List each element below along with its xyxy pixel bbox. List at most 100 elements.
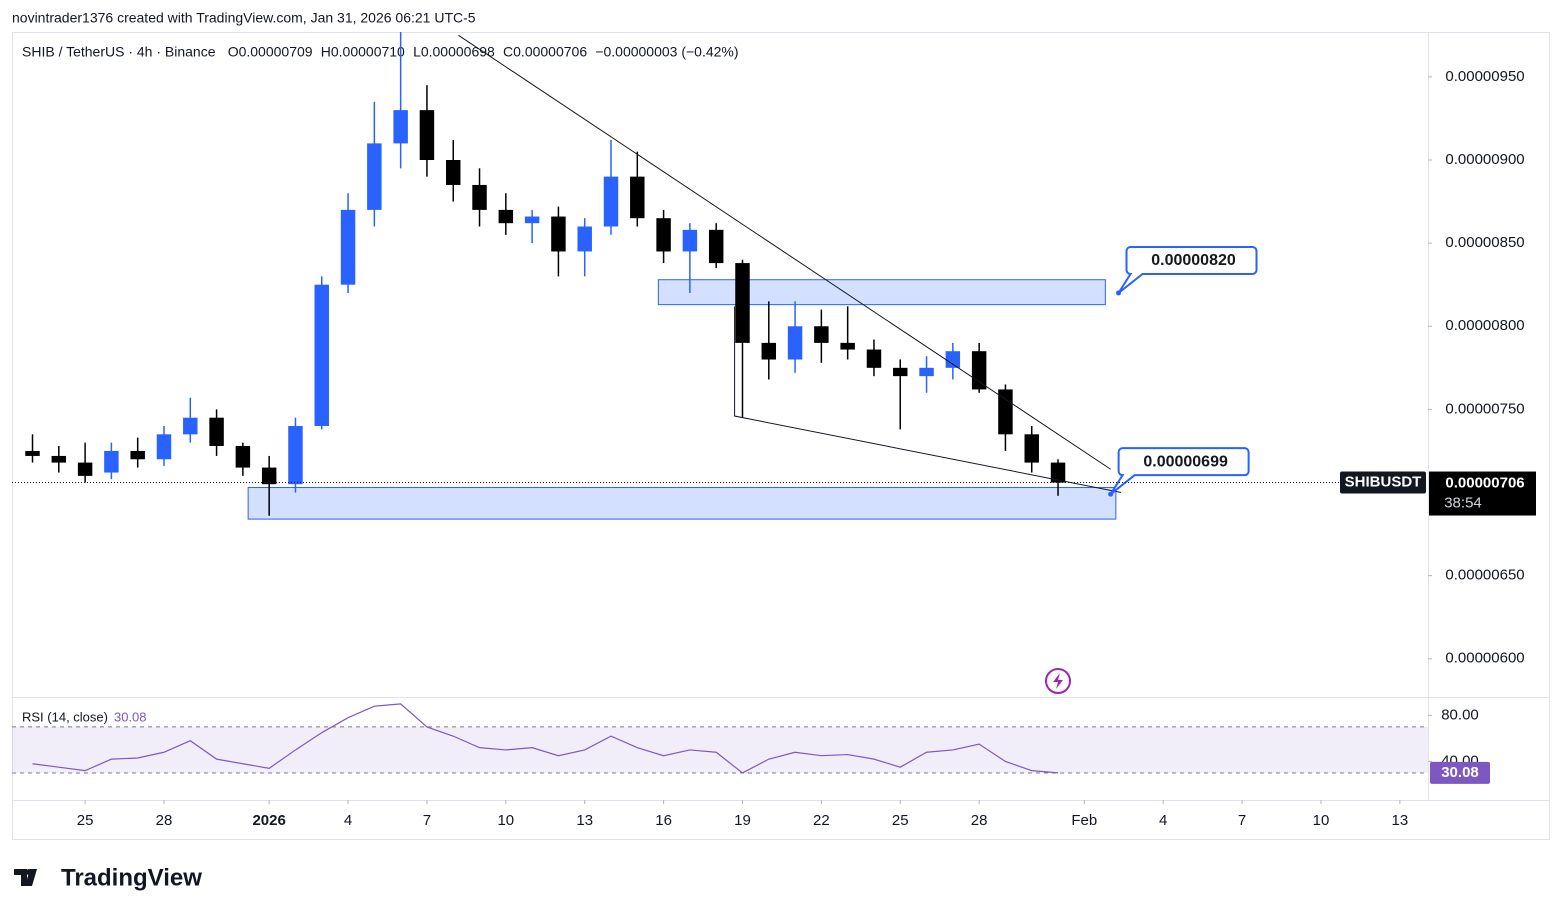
x-tick-label: 7 bbox=[423, 812, 431, 829]
callout-box bbox=[1109, 447, 1250, 495]
x-tick-label: 28 bbox=[971, 812, 988, 829]
candle-body bbox=[130, 450, 145, 460]
rsi-tag-label: 30.08 bbox=[1441, 764, 1479, 781]
y-tick-label: 0.00000900 bbox=[1445, 151, 1524, 168]
candle-body bbox=[866, 349, 882, 368]
symbol-tag-label: SHIBUSDT bbox=[1345, 474, 1422, 491]
x-tick-label: 22 bbox=[813, 812, 830, 829]
candle-body bbox=[893, 367, 908, 377]
zone bbox=[247, 487, 1117, 520]
candle-body bbox=[498, 209, 514, 224]
y-tick-label: 0.00000950 bbox=[1445, 68, 1524, 85]
x-tick-label: 25 bbox=[892, 812, 909, 829]
candle-body bbox=[209, 417, 224, 446]
candle-body bbox=[919, 367, 934, 377]
x-tick-label: Feb bbox=[1071, 812, 1097, 829]
price-tag-label: 0.00000706 bbox=[1445, 475, 1524, 492]
x-tick-label: 13 bbox=[576, 812, 593, 829]
candle-body bbox=[446, 160, 461, 185]
x-tick-label: 7 bbox=[1238, 812, 1246, 829]
symbol-tag bbox=[1340, 471, 1426, 494]
candle-body bbox=[603, 176, 619, 227]
candle-body bbox=[787, 326, 803, 360]
candle-body bbox=[761, 342, 777, 360]
candle-body bbox=[340, 209, 356, 285]
logo-mark bbox=[14, 869, 37, 886]
candle-body bbox=[1050, 462, 1066, 483]
zone bbox=[657, 279, 1106, 306]
candle-body bbox=[735, 263, 750, 343]
candle-body bbox=[1024, 434, 1039, 463]
rsi-title: RSI (14, close) bbox=[22, 709, 108, 724]
x-tick-label: 10 bbox=[1313, 812, 1330, 829]
candle-body bbox=[288, 426, 303, 485]
y-tick-label: 0.00000800 bbox=[1445, 317, 1524, 334]
x-tick-label: 19 bbox=[734, 812, 751, 829]
y-tick-label: 0.00000850 bbox=[1445, 234, 1524, 251]
countdown-label: 38:54 bbox=[1444, 495, 1482, 512]
brand: TradingView bbox=[61, 864, 202, 891]
logo: TradingView bbox=[14, 864, 202, 891]
candle-body bbox=[577, 226, 592, 252]
ohlc-value: H0.00000710 bbox=[321, 44, 405, 60]
rsi-y-tick-label: 80.00 bbox=[1441, 706, 1479, 723]
callout-label: 0.00000820 bbox=[1151, 252, 1236, 269]
rsi-tag bbox=[1430, 761, 1490, 784]
candle-body bbox=[156, 434, 172, 460]
rsi-band bbox=[12, 726, 1428, 773]
candle-body bbox=[183, 417, 198, 435]
x-tick-label: 28 bbox=[156, 812, 173, 829]
x-tick-label: 2026 bbox=[252, 812, 285, 829]
trendline bbox=[458, 34, 1111, 470]
y-tick-label: 0.00000750 bbox=[1445, 400, 1524, 417]
x-tick-label: 4 bbox=[1159, 812, 1167, 829]
event-bolt bbox=[1053, 673, 1063, 689]
ohlc-value: L0.00000698 bbox=[413, 44, 495, 60]
rsi-value: 30.08 bbox=[114, 709, 147, 724]
x-tick-label: 4 bbox=[344, 812, 352, 829]
candle-body bbox=[235, 445, 251, 468]
candle-body bbox=[25, 450, 40, 456]
candle-body bbox=[393, 110, 408, 144]
candle-body bbox=[945, 351, 961, 368]
candle-body bbox=[367, 143, 382, 210]
candle-body bbox=[708, 229, 724, 264]
candle-body bbox=[682, 229, 698, 252]
frame bbox=[12, 32, 1550, 840]
price-tag bbox=[1429, 471, 1536, 516]
x-tick-label: 10 bbox=[497, 812, 514, 829]
candle-body bbox=[524, 216, 540, 224]
change-value: −0.00000003 (−0.42%) bbox=[595, 44, 738, 60]
x-tick-label: 25 bbox=[77, 812, 94, 829]
callout-label: 0.00000699 bbox=[1143, 453, 1228, 470]
candle-body bbox=[998, 389, 1013, 435]
candle-body bbox=[77, 462, 93, 476]
candle-body bbox=[51, 455, 67, 463]
price-pane bbox=[25, 32, 1122, 520]
candle-body bbox=[971, 351, 987, 390]
candle-body bbox=[104, 450, 119, 473]
x-tick-label: 13 bbox=[1392, 812, 1409, 829]
logo-dot bbox=[26, 869, 32, 875]
candle-body bbox=[472, 184, 487, 210]
candle-body bbox=[314, 284, 329, 427]
ohlc-value: C0.00000706 bbox=[503, 44, 587, 60]
candle-body bbox=[261, 467, 277, 485]
trendline bbox=[734, 306, 1122, 494]
candle-body bbox=[814, 326, 829, 343]
candle-body bbox=[551, 216, 566, 252]
y-tick-label: 0.00000600 bbox=[1445, 650, 1524, 667]
rsi-line bbox=[32, 703, 1059, 774]
y-tick-label: 0.00000650 bbox=[1445, 567, 1524, 584]
candle-body bbox=[840, 342, 855, 350]
candle-body bbox=[656, 218, 671, 252]
callout-box bbox=[1117, 246, 1258, 294]
event-icon[interactable] bbox=[1045, 668, 1071, 694]
candle-body bbox=[630, 176, 645, 219]
ohlc-value: O0.00000709 bbox=[228, 44, 313, 60]
credit: novintrader1376 created with TradingView… bbox=[12, 10, 476, 26]
symbol-info: SHIB / TetherUS · 4h · Binance bbox=[22, 44, 216, 60]
candle-body bbox=[419, 110, 435, 161]
